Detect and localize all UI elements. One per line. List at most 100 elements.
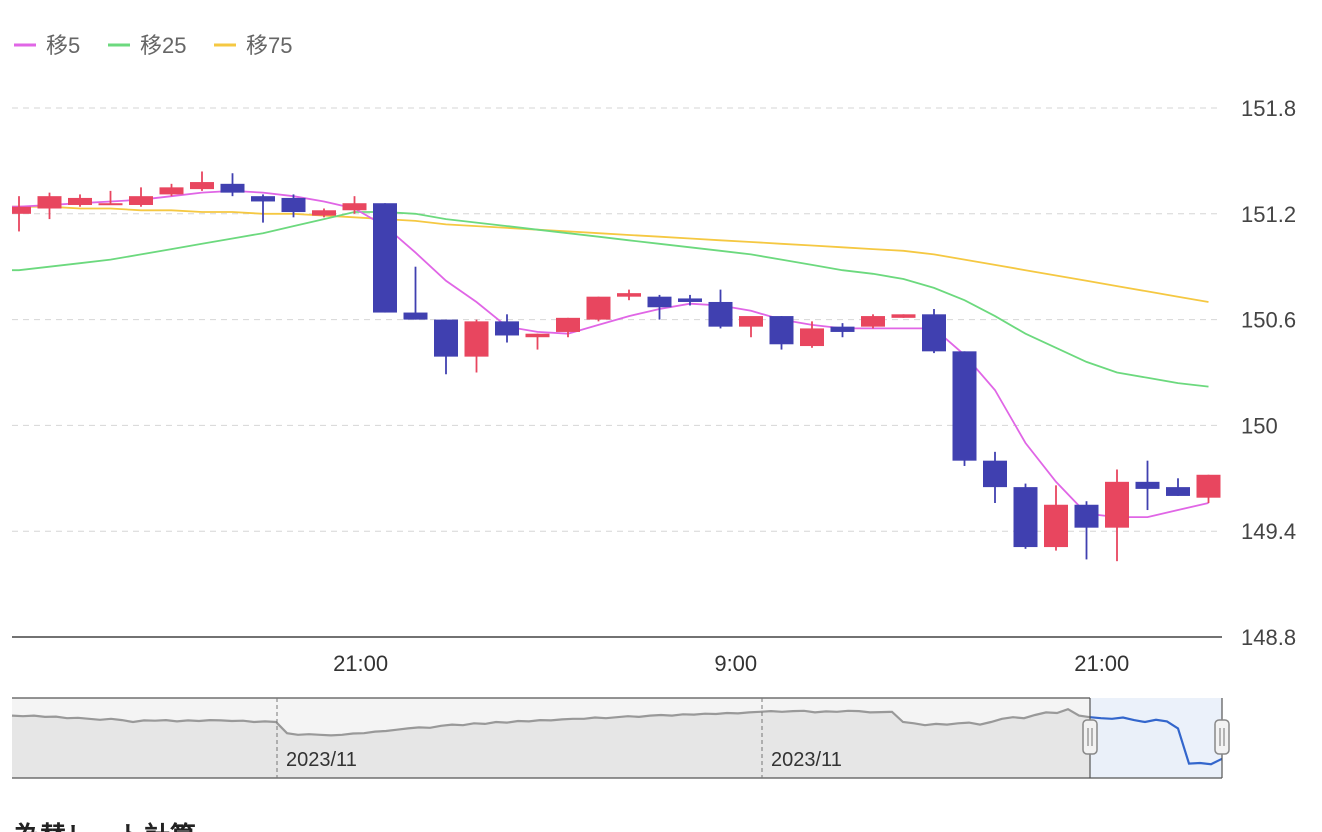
- x-tick-label-2: 21:00: [1074, 651, 1129, 676]
- ma5-line: [12, 189, 1209, 518]
- candle-body-34: [1044, 504, 1068, 548]
- candle-body-19: [586, 296, 611, 320]
- ma25-line: [12, 211, 1209, 388]
- candle-35: [1074, 501, 1099, 560]
- navigator-label-0: 2023/11: [286, 749, 357, 771]
- candle-body-2: [68, 197, 92, 205]
- candle-body-14: [434, 319, 458, 357]
- candle-32: [983, 451, 1007, 503]
- candle-body-13: [403, 312, 428, 320]
- candle-16: [495, 314, 519, 343]
- candle-7: [220, 173, 245, 197]
- candle-37: [1135, 460, 1160, 511]
- y-axis: 151.8 151.2 150.6 150 149.4 148.8: [12, 96, 1296, 650]
- candle-33: [1013, 483, 1038, 549]
- candle-body-26: [800, 328, 824, 347]
- candle-body-35: [1074, 504, 1099, 528]
- candle-36: [1105, 469, 1129, 562]
- candle-13: [403, 266, 428, 320]
- candle-body-6: [190, 182, 214, 190]
- navigator-handle-1[interactable]: [1214, 719, 1230, 755]
- candle-body-28: [861, 316, 885, 327]
- candle-25: [769, 316, 794, 350]
- candle-body-12: [373, 203, 397, 313]
- navigator-area: [12, 709, 1222, 778]
- candle-body-36: [1105, 481, 1129, 528]
- candle-body-7: [220, 183, 245, 193]
- navigator-handle-body-0[interactable]: [1082, 719, 1098, 755]
- candle-body-5: [159, 187, 184, 195]
- candle-9: [281, 194, 306, 218]
- candle-body-16: [495, 321, 519, 336]
- candle-2: [68, 194, 92, 207]
- candle-12: [373, 203, 397, 313]
- candle-19: [586, 296, 611, 322]
- candle-39: [1196, 474, 1221, 503]
- candle-body-0: [12, 206, 31, 214]
- candle-body-33: [1013, 487, 1038, 548]
- navigator-line: [11, 707, 1091, 737]
- candles: [12, 171, 1221, 562]
- candle-8: [251, 194, 275, 223]
- navigator-window[interactable]: [1090, 698, 1222, 778]
- navigator[interactable]: 2023/11 2023/11: [11, 697, 1230, 779]
- candle-4: [129, 187, 153, 207]
- navigator-label-1: 2023/11: [771, 749, 842, 771]
- candle-body-31: [952, 351, 977, 461]
- candle-5: [159, 183, 184, 197]
- legend-label-0[interactable]: 移5: [46, 33, 80, 58]
- candle-body-25: [769, 316, 794, 345]
- candle-body-38: [1166, 487, 1190, 496]
- candle-body-30: [922, 314, 946, 352]
- candle-body-8: [251, 196, 275, 202]
- candle-body-1: [37, 196, 62, 209]
- candle-body-15: [464, 321, 489, 357]
- y-tick-label-1: 151.2: [1241, 202, 1296, 227]
- candle-3: [98, 190, 123, 206]
- candle-27: [830, 323, 855, 338]
- candle-31: [952, 351, 977, 466]
- legend-label-1[interactable]: 移25: [140, 33, 186, 58]
- y-tick-label-3: 150: [1241, 413, 1278, 438]
- candle-body-4: [129, 196, 153, 205]
- candle-body-20: [617, 293, 641, 297]
- ma75-line: [12, 205, 1209, 303]
- candle-15: [464, 319, 489, 373]
- candle-21: [647, 294, 672, 320]
- candle-body-37: [1135, 481, 1160, 489]
- grid-lines: [12, 107, 1222, 532]
- navigator-handle-body-1[interactable]: [1214, 719, 1230, 755]
- candle-body-9: [281, 197, 306, 213]
- footer-heading: 為替レート計算: [14, 821, 196, 832]
- candle-body-3: [98, 203, 123, 206]
- candle-34: [1044, 485, 1068, 551]
- candle-body-10: [312, 210, 336, 216]
- candle-38: [1166, 478, 1190, 496]
- legend-label-2[interactable]: 移75: [246, 33, 292, 58]
- candle-30: [922, 309, 946, 354]
- x-tick-label-0: 21:00: [333, 651, 388, 676]
- candle-24: [739, 316, 763, 338]
- candle-body-27: [830, 326, 855, 332]
- legend: 移5 移25 移75: [14, 33, 292, 58]
- candle-body-11: [342, 203, 367, 211]
- candle-6: [190, 171, 214, 191]
- candle-29: [891, 314, 916, 318]
- candle-14: [434, 319, 458, 375]
- candle-20: [617, 289, 641, 301]
- candle-17: [525, 333, 550, 350]
- candle-body-22: [678, 298, 702, 302]
- candle-23: [708, 289, 733, 329]
- candle-body-39: [1196, 474, 1221, 498]
- moving-average-lines: [12, 189, 1209, 518]
- footer: 為替レート計算: [14, 821, 196, 832]
- candle-body-21: [647, 296, 672, 308]
- candle-26: [800, 321, 824, 348]
- y-tick-label-2: 150.6: [1241, 308, 1296, 333]
- candle-1: [37, 192, 62, 220]
- navigator-handle-0[interactable]: [1082, 719, 1098, 755]
- candle-18: [556, 317, 580, 338]
- candle-body-32: [983, 460, 1007, 488]
